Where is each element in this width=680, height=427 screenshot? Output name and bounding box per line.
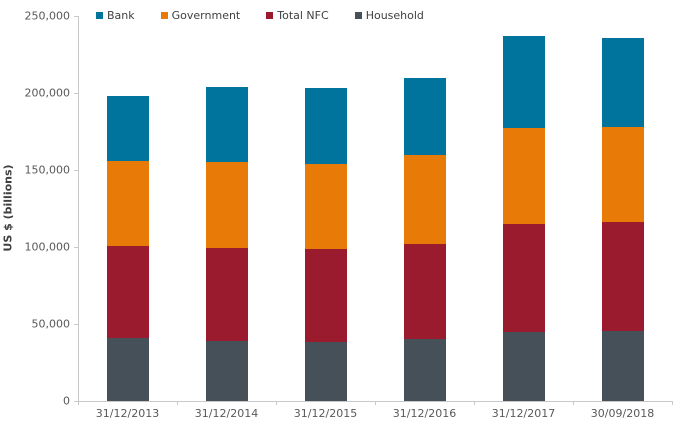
legend-label-household: Household: [365, 9, 424, 22]
x-axis-tick: [177, 401, 178, 405]
x-axis-tick-label: 31/12/2013: [95, 407, 160, 420]
y-axis-tick: [74, 400, 78, 402]
legend-item-total-nfc: Total NFC: [266, 9, 329, 22]
bar-segment-household: [205, 340, 248, 401]
bar-segment-household: [601, 330, 644, 401]
bar-segment-government: [205, 162, 248, 248]
y-axis-tick-label: 100,000: [24, 240, 71, 254]
legend-item-household: Household: [354, 9, 424, 22]
bar-segment-government: [403, 154, 446, 244]
bar-segment-bank: [502, 36, 545, 128]
legend-label-total-nfc: Total NFC: [277, 9, 329, 22]
legend-item-bank: Bank: [96, 9, 135, 22]
bar-31-12-2017: [502, 36, 545, 401]
bar-segment-bank: [205, 86, 248, 163]
legend-label-bank: Bank: [107, 9, 135, 22]
x-axis-tick: [672, 401, 673, 405]
y-axis-line: [78, 16, 79, 401]
y-axis-tick: [74, 92, 78, 94]
legend-label-government: Government: [171, 9, 241, 22]
bar-31-12-2015: [304, 87, 347, 401]
x-axis-tick: [573, 401, 574, 405]
y-axis-tick: [74, 15, 78, 17]
x-axis-tick: [78, 401, 79, 405]
y-axis-tick: [74, 323, 78, 325]
y-axis-tick-label: 200,000: [24, 86, 71, 100]
x-axis-tick: [276, 401, 277, 405]
bar-31-12-2014: [205, 86, 248, 401]
bar-segment-total-nfc: [403, 243, 446, 340]
y-axis-tick-label: 50,000: [31, 317, 71, 331]
plot-area: 0 50,000 100,000 150,000 200,000 250,000 31/12…: [25, 10, 673, 420]
bar-segment-government: [601, 126, 644, 222]
bar-segment-bank: [601, 37, 644, 127]
bar-segment-bank: [403, 77, 446, 155]
bar-30-09-2018: [601, 37, 644, 401]
bar-segment-total-nfc: [601, 221, 644, 331]
bar-segment-total-nfc: [502, 223, 545, 333]
legend: Bank Government Total NFC Household: [96, 9, 424, 22]
bar-segment-bank: [106, 96, 149, 161]
x-axis-tick: [474, 401, 475, 405]
bar-segment-government: [502, 127, 545, 224]
legend-item-government: Government: [160, 9, 241, 22]
legend-marker-total-nfc: [266, 12, 274, 19]
bar-segment-government: [106, 160, 149, 247]
bar-segment-total-nfc: [304, 249, 347, 342]
y-axis-tick-label: 250,000: [24, 9, 71, 23]
y-axis-tick-label: 0: [63, 394, 70, 408]
x-axis-tick: [375, 401, 376, 405]
y-axis-tick: [74, 169, 78, 171]
bar-31-12-2016: [403, 77, 446, 401]
y-axis-title: US $ (billions): [1, 164, 15, 252]
x-axis-tick-label: 30/09/2018: [590, 407, 655, 420]
bar-31-12-2013: [106, 96, 149, 401]
x-axis-tick-label: 31/12/2015: [293, 407, 358, 420]
legend-marker-household: [354, 12, 362, 19]
x-axis-tick-label: 31/12/2014: [194, 407, 259, 420]
bar-segment-total-nfc: [205, 247, 248, 341]
legend-marker-bank: [96, 12, 103, 19]
legend-marker-government: [160, 12, 168, 19]
x-axis-tick-label: 31/12/2017: [491, 407, 556, 420]
bar-segment-household: [502, 332, 545, 401]
bar-segment-government: [304, 163, 347, 250]
bar-segment-total-nfc: [106, 246, 149, 338]
bar-segment-household: [106, 337, 149, 401]
y-axis-tick-label: 150,000: [24, 163, 71, 177]
bar-segment-household: [403, 339, 446, 401]
y-axis-tick: [74, 246, 78, 248]
x-axis-tick-label: 31/12/2016: [392, 407, 457, 420]
bar-segment-bank: [304, 87, 347, 164]
bar-segment-household: [304, 341, 347, 401]
